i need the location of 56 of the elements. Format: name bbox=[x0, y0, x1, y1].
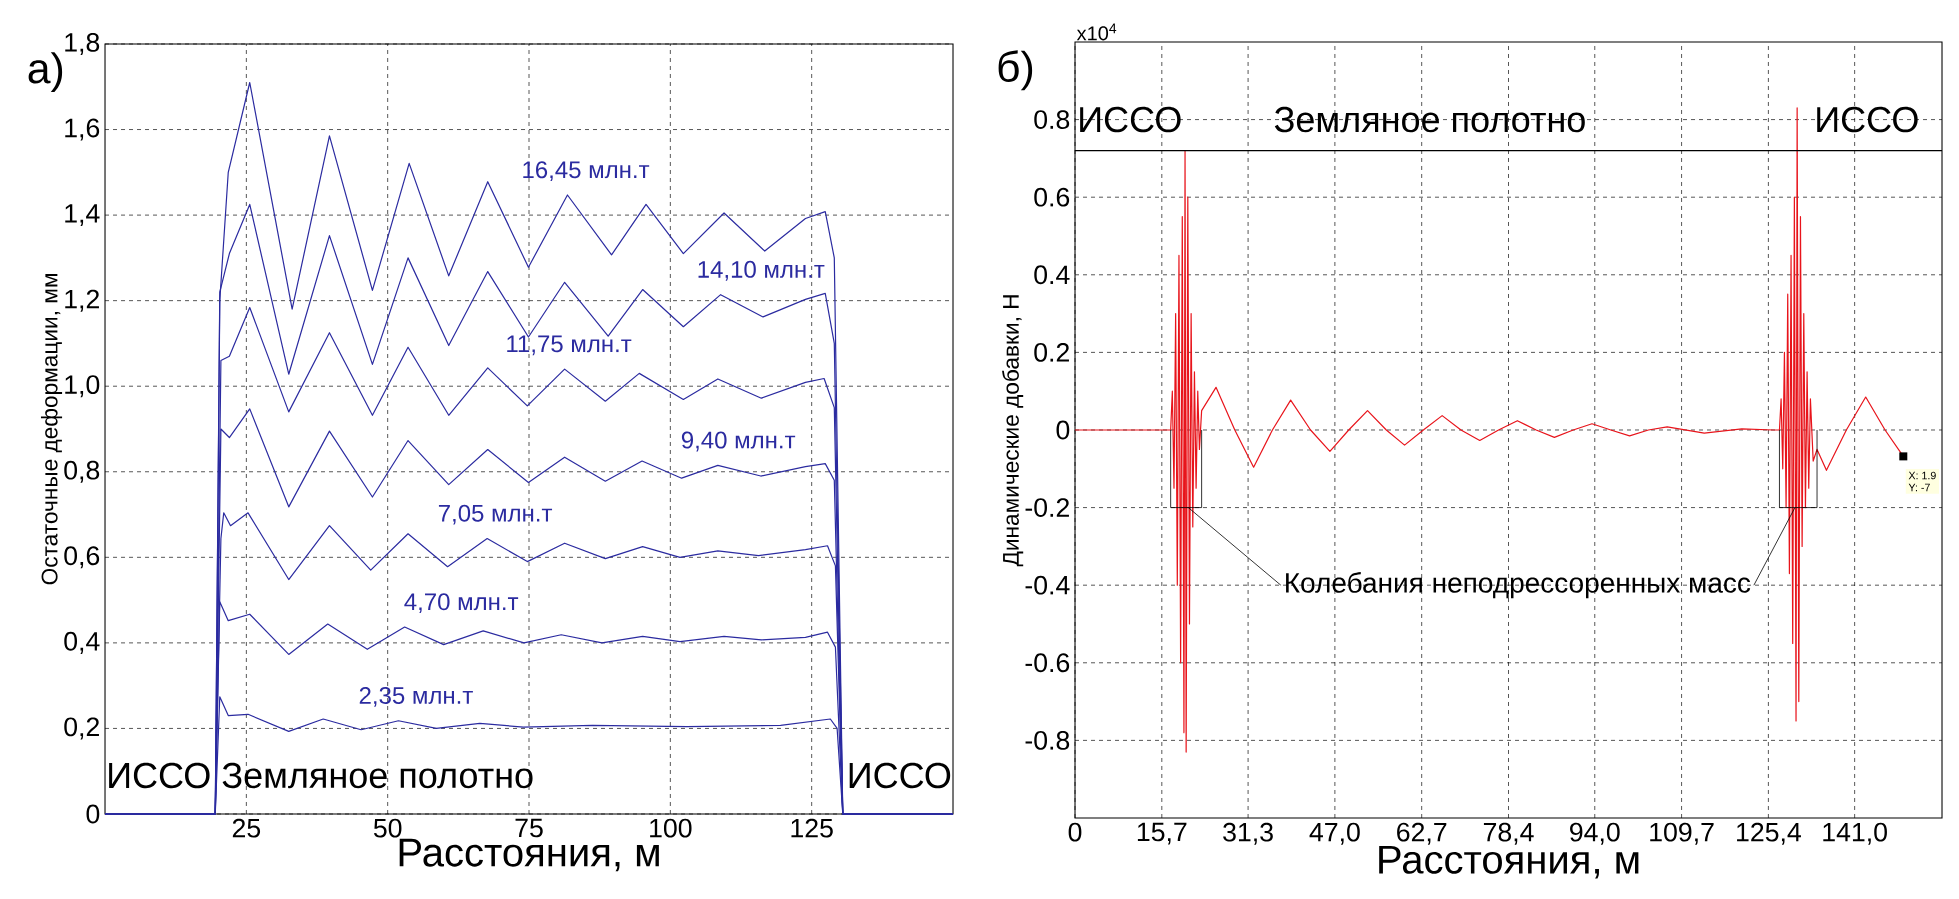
y-tick-label: 1,6 bbox=[65, 118, 100, 141]
y-tick-label: -0.4 bbox=[1025, 575, 1070, 595]
annotation: Y: -7 bbox=[1908, 483, 1930, 492]
y-tick-label: -0.6 bbox=[1025, 653, 1070, 673]
y-tick-label: 0.6 bbox=[1034, 187, 1070, 207]
y-tick-label: 0.2 bbox=[1034, 342, 1069, 362]
y-tick-label: 0,6 bbox=[64, 546, 100, 569]
series-label: 11,75 млн.т bbox=[507, 335, 632, 356]
x-axis-title: Расстояния, м bbox=[1379, 845, 1639, 879]
y-tick-label: 1,8 bbox=[65, 32, 100, 55]
y-tick-label: 1,0 bbox=[65, 375, 100, 398]
x-tick-label: 125,4 bbox=[1737, 822, 1801, 845]
chart-title: а) bbox=[28, 52, 63, 92]
x-tick-label: 78,4 bbox=[1483, 822, 1534, 845]
annotation: ИССО bbox=[849, 762, 951, 789]
text: x10$^{4}$ bbox=[1076, 23, 1117, 41]
x-tick-label: 141,0 bbox=[1823, 822, 1887, 845]
x-tick-label: 100 bbox=[650, 818, 692, 838]
x-tick-label: 25 bbox=[232, 818, 261, 838]
annotation: ИССО bbox=[1080, 106, 1181, 133]
series-label: 16,45 млн.т bbox=[523, 161, 650, 182]
y-tick-label: 0 bbox=[86, 804, 100, 824]
y-tick-label: -0.8 bbox=[1025, 730, 1070, 750]
series-label: 4,70 млн.т bbox=[404, 593, 519, 614]
x-tick-label: 47,0 bbox=[1309, 822, 1360, 845]
y-tick-label: 0 bbox=[1056, 420, 1070, 440]
x-tick-label: 15,7 bbox=[1137, 822, 1187, 845]
x-tick-label: 109,7 bbox=[1650, 822, 1714, 845]
y-tick-label: 0,4 bbox=[64, 631, 100, 654]
series-label: 14,10 млн.т bbox=[698, 260, 825, 281]
x-tick-label: 62,7 bbox=[1397, 822, 1447, 845]
x-axis-title: Расстояния, м bbox=[399, 838, 659, 872]
series-label: 2,35 млн.т bbox=[359, 686, 473, 707]
y-tick-label: 0,8 bbox=[64, 460, 100, 483]
x-tick-label: 125 bbox=[791, 818, 833, 838]
series-label: 7,05 млн.т bbox=[438, 504, 553, 525]
x-tick-label: 50 bbox=[373, 818, 402, 838]
annotation: X: 1.9 bbox=[1908, 471, 1936, 480]
y-axis-title: Остаточные деформации, мм bbox=[40, 274, 63, 585]
y-tick-label: 0.4 bbox=[1034, 265, 1070, 285]
y-tick-label: 1,2 bbox=[65, 289, 99, 312]
x-tick-label: 94,0 bbox=[1570, 822, 1620, 845]
y-axis-title: Динамические добавки, Н bbox=[1002, 295, 1024, 567]
y-tick-label: 0,2 bbox=[64, 717, 99, 740]
x-tick-label: 31,3 bbox=[1223, 822, 1273, 845]
series-label: 9,40 млн.т bbox=[681, 431, 796, 452]
y-tick-label: 0.8 bbox=[1034, 110, 1070, 130]
chart-title: б) bbox=[998, 50, 1033, 91]
annotation: Земляное полотно bbox=[1274, 106, 1585, 133]
y-tick-label: -0.2 bbox=[1025, 498, 1069, 518]
annotation: Колебания неподрессоренных масс bbox=[1286, 572, 1751, 599]
annotation: ИССО bbox=[109, 762, 210, 789]
y-tick-label: 1,4 bbox=[65, 204, 100, 226]
annotation: ИССО bbox=[1817, 106, 1918, 133]
annotation: Земляное полотно bbox=[222, 762, 533, 789]
x-tick-label: 75 bbox=[515, 818, 543, 838]
